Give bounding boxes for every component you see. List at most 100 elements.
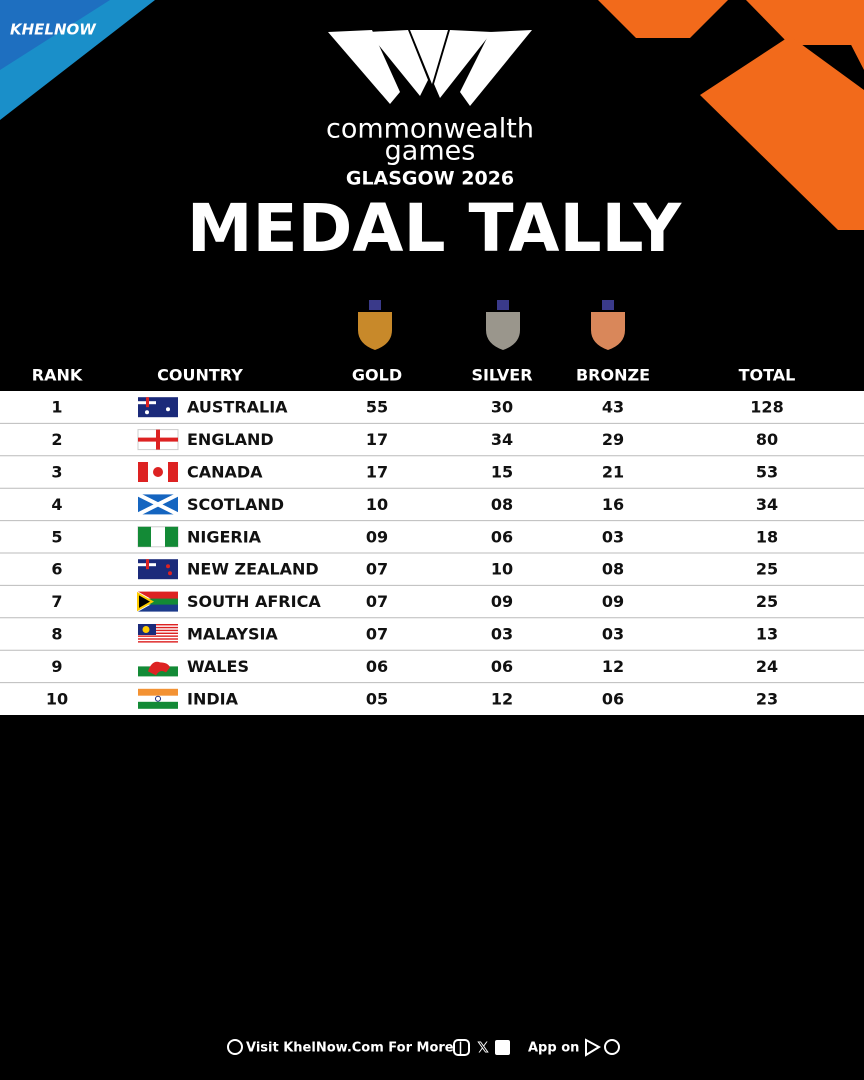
- country-name: MALAYSIA: [187, 625, 278, 644]
- table-cell: 12: [602, 657, 624, 676]
- flag-part: [137, 492, 179, 517]
- flag-part: [156, 429, 160, 450]
- play-store-icon[interactable]: [585, 1038, 602, 1057]
- flag-part: [138, 641, 178, 643]
- app-store-icon[interactable]: [604, 1039, 620, 1055]
- footer-app: App on |: [528, 1041, 589, 1056]
- table-row: 4 SCOTLAND 10 08 16 34: [0, 487, 864, 517]
- table-cell: 10: [491, 560, 513, 579]
- column-header: TOTAL: [739, 366, 796, 385]
- table-cell: 3: [51, 463, 62, 482]
- table-cell: 8: [51, 625, 62, 644]
- table-cell: 17: [366, 430, 388, 449]
- table-cell: 12: [491, 689, 513, 708]
- flag: [138, 462, 178, 482]
- table-cell: 128: [750, 398, 783, 417]
- flag: [138, 624, 178, 643]
- table-cell: 03: [491, 625, 513, 644]
- table-cell: 6: [51, 560, 62, 579]
- orange-shape: [828, 0, 864, 70]
- table-cell: 09: [366, 527, 388, 546]
- medal-table: RANK COUNTRY GOLD SILVER BRONZE TOTAL 1 AUSTRAL…: [0, 366, 864, 709]
- column-header: COUNTRY: [157, 366, 243, 385]
- flag: [137, 429, 179, 451]
- table-row: 2 ENGLAND 17 34 29 80: [0, 422, 864, 451]
- event-line2: games: [385, 136, 476, 167]
- orange-shape: [700, 36, 864, 230]
- table-cell: 07: [366, 560, 388, 579]
- flag-part: [165, 526, 178, 547]
- silver-medal: [486, 312, 520, 350]
- table-cell: 10: [46, 689, 68, 708]
- corner-blue-dark: [0, 0, 110, 70]
- country-name: SOUTH AFRICA: [187, 592, 321, 611]
- flag-part: [138, 629, 178, 632]
- column-header: GOLD: [352, 366, 402, 385]
- table-cell: 17: [366, 463, 388, 482]
- country-name: INDIA: [187, 689, 239, 708]
- flag: [138, 688, 178, 709]
- country-name: NEW ZEALAND: [187, 560, 319, 579]
- table-cell: 30: [491, 398, 513, 417]
- flag-part: [168, 571, 172, 576]
- table-cell: 29: [602, 430, 624, 449]
- table-cell: 21: [602, 463, 624, 482]
- event-edition: GLASGOW 2026: [346, 168, 514, 190]
- flag-part: [138, 624, 178, 626]
- flag: [137, 526, 179, 548]
- country-name: ENGLAND: [187, 430, 274, 449]
- flag-part: [148, 661, 170, 676]
- country-name: WALES: [187, 657, 249, 676]
- table-cell: 08: [491, 495, 513, 514]
- table-row: 5 NIGERIA 09 06 03 18: [0, 520, 864, 548]
- table-cell: 10: [366, 495, 388, 514]
- globe-icon: [227, 1039, 243, 1055]
- table-cell: 25: [756, 560, 778, 579]
- column-header: SILVER: [471, 366, 532, 385]
- flag-part: [138, 701, 178, 709]
- table-cell: 03: [602, 527, 624, 546]
- flag-part: [146, 397, 149, 408]
- country-name: CANADA: [187, 463, 263, 482]
- bronze-medal: [591, 312, 625, 350]
- table-cell: 53: [756, 463, 778, 482]
- facebook-icon[interactable]: [495, 1040, 510, 1055]
- flag-part: [138, 656, 178, 667]
- table-cell: 34: [491, 430, 513, 449]
- table-cell: 24: [756, 657, 778, 676]
- table-row: 7 SOUTH AFRICA 07 09 09 25: [0, 584, 864, 612]
- flag-part: [138, 638, 178, 640]
- table-cell: 15: [491, 463, 513, 482]
- flag-part: [137, 591, 155, 612]
- brand-logo: KHELNOW: [10, 21, 97, 39]
- x-icon[interactable]: 𝕏: [477, 1039, 489, 1057]
- medal-icons: [358, 300, 625, 350]
- column-header: RANK: [32, 366, 83, 385]
- flag-part: [138, 397, 178, 418]
- flag: [138, 397, 178, 418]
- table-row: 1 AUSTRALIA 55 30 43 128: [51, 397, 784, 418]
- table-cell: 7: [51, 592, 62, 611]
- table-cell: 9: [51, 657, 62, 676]
- table-row: 8 MALAYSIA 07 03 03 13: [0, 617, 864, 644]
- flag-part: [138, 635, 178, 637]
- flag-part: [138, 591, 178, 602]
- title: MEDAL TALLY: [187, 190, 682, 267]
- table-cell: 34: [756, 495, 778, 514]
- flag-part: [138, 462, 148, 482]
- flag: [138, 656, 178, 677]
- flag-part: [145, 410, 149, 415]
- table-cell: 09: [602, 592, 624, 611]
- flag-part: [138, 559, 178, 580]
- table-cell: 05: [366, 689, 388, 708]
- table-cell: 16: [602, 495, 624, 514]
- table-cell: 25: [756, 592, 778, 611]
- instagram-icon[interactable]: [453, 1039, 470, 1056]
- table-cell: 13: [756, 625, 778, 644]
- flag-part: [166, 564, 170, 569]
- table-cell: 4: [51, 495, 62, 514]
- flag: [137, 591, 178, 612]
- flag-part: [168, 462, 178, 482]
